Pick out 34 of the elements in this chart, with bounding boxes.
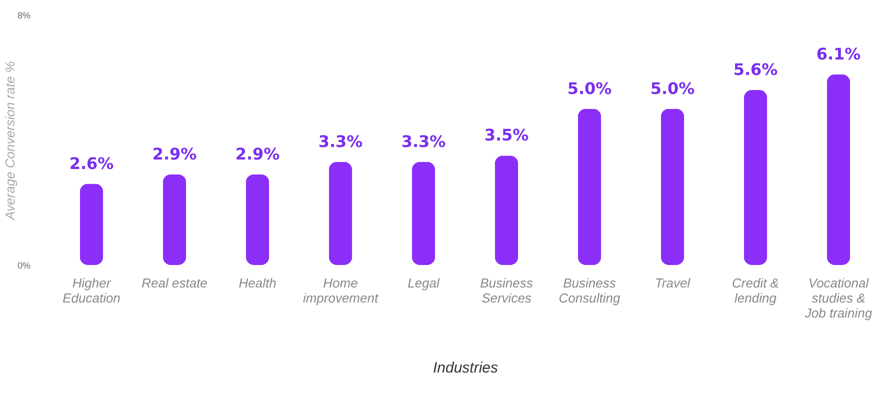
x-tick-label: Business Consulting bbox=[558, 276, 621, 306]
data-label: 3.3% bbox=[401, 132, 446, 151]
x-tick-label: Vocational studies & Job training bbox=[804, 276, 873, 320]
data-label: 6.1% bbox=[816, 44, 861, 64]
bar bbox=[162, 174, 186, 265]
bar bbox=[246, 174, 270, 265]
bar bbox=[328, 162, 352, 265]
y-tick-label: 8% bbox=[17, 10, 30, 20]
bar bbox=[744, 90, 768, 265]
bar bbox=[412, 162, 436, 265]
data-label: 3.5% bbox=[484, 126, 529, 145]
x-tick-label: Business Services bbox=[480, 276, 534, 306]
x-tick-label: Legal bbox=[408, 276, 441, 290]
data-label: 5.0% bbox=[650, 78, 695, 98]
data-label: 3.3% bbox=[318, 132, 363, 151]
data-label: 5.0% bbox=[567, 78, 612, 98]
bar bbox=[578, 108, 602, 265]
x-tick-label: Health bbox=[238, 276, 276, 290]
data-label: 2.6% bbox=[69, 154, 114, 173]
bar bbox=[660, 108, 684, 265]
data-label: 2.9% bbox=[235, 144, 280, 164]
data-label: 5.6% bbox=[733, 60, 778, 79]
bar bbox=[494, 156, 518, 265]
x-tick-label: Credit & lending bbox=[732, 276, 779, 306]
y-tick-label: 0% bbox=[17, 260, 30, 270]
x-tick-label: Real estate bbox=[142, 276, 208, 290]
y-axis-title: Average Conversion rate % bbox=[2, 61, 18, 221]
x-tick-label: Higher Education bbox=[62, 276, 120, 306]
x-tick-label: Travel bbox=[654, 276, 692, 290]
x-axis-title: Industries bbox=[432, 360, 499, 376]
bar bbox=[80, 184, 104, 265]
data-label: 2.9% bbox=[152, 144, 197, 164]
bar bbox=[826, 74, 850, 265]
x-tick-label: Home improvement bbox=[302, 276, 380, 306]
